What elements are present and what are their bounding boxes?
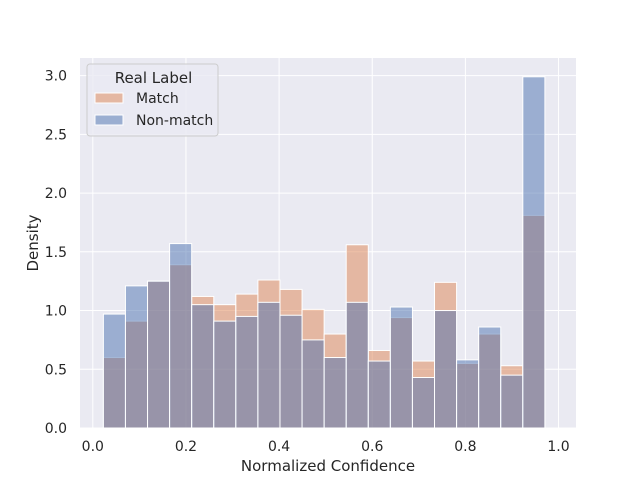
histogram-bar — [367, 360, 391, 429]
histogram-bars — [102, 76, 546, 429]
y-tick-label: 2.5 — [45, 127, 67, 143]
histogram-bar — [235, 315, 259, 429]
histogram-bar — [345, 301, 369, 429]
y-axis-ticks: 0.0 0.5 1.0 1.5 2.0 2.5 3.0 — [45, 69, 67, 437]
histogram-bar — [522, 76, 546, 429]
y-tick-label: 2.0 — [45, 186, 67, 202]
x-tick-label: 1.0 — [547, 439, 569, 455]
histogram-bar — [191, 304, 215, 429]
x-axis-label: Normalized Confidence — [241, 457, 415, 475]
legend-title: Real Label — [115, 69, 193, 87]
legend-label-match: Match — [136, 91, 179, 107]
x-tick-label: 0.0 — [82, 439, 104, 455]
legend-swatch-match — [94, 92, 124, 104]
histogram-bar — [411, 376, 436, 429]
histogram-bar — [500, 374, 524, 429]
legend-swatch-non-match — [94, 114, 124, 126]
histogram-bar — [389, 306, 413, 429]
histogram-bar — [124, 285, 149, 429]
histogram-bar — [434, 310, 458, 429]
x-tick-label: 0.8 — [454, 439, 476, 455]
y-tick-label: 1.5 — [45, 245, 67, 261]
histogram-bar — [478, 326, 502, 429]
y-tick-label: 3.0 — [45, 69, 67, 85]
x-tick-label: 0.6 — [361, 439, 383, 455]
y-tick-label: 1.0 — [45, 304, 67, 320]
y-axis-label: Density — [24, 214, 42, 271]
x-tick-label: 0.4 — [268, 439, 290, 455]
histogram-bar — [102, 313, 126, 429]
histogram-bar — [323, 357, 347, 429]
histogram-bar — [169, 243, 193, 429]
histogram-bar — [147, 280, 171, 429]
series-non-match-bars — [102, 76, 546, 429]
histogram-bar — [301, 339, 325, 429]
legend: Real Label Match Non-match — [86, 63, 219, 137]
histogram-bar — [213, 320, 237, 429]
histogram-bar — [456, 359, 480, 429]
y-tick-label: 0.0 — [45, 421, 67, 437]
x-tick-label: 0.2 — [175, 439, 197, 455]
y-tick-label: 0.5 — [45, 362, 67, 378]
histogram-bar — [279, 314, 303, 429]
histogram-bar — [257, 301, 281, 429]
legend-label-non-match: Non-match — [136, 113, 213, 129]
x-axis-ticks: 0.0 0.2 0.4 0.6 0.8 1.0 — [82, 439, 570, 455]
